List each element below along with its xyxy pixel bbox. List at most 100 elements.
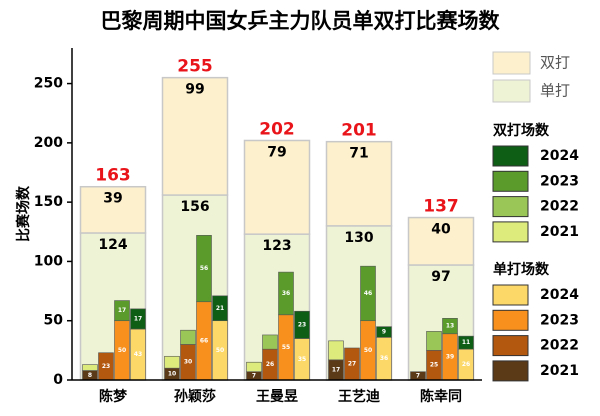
bar-label: 11 [462,339,470,346]
doubles-bar [376,326,392,338]
bar-label: 26 [462,361,470,368]
doubles-bar [262,334,278,350]
doubles-bar [82,364,98,371]
legend-swatch [492,145,529,167]
bar-label: 50 [364,347,372,354]
total-label: 255 [177,57,213,77]
segment-label: 97 [431,269,450,285]
bar-label: 35 [298,356,306,363]
bar-label: 10 [168,371,176,378]
bar-label: 39 [446,353,454,360]
bar-label: 30 [184,359,192,366]
doubles-bar [426,331,442,351]
x-tick-label: 陈幸同 [420,388,462,405]
bar-label: 8 [88,372,92,379]
total-label: 137 [423,197,459,217]
bar-label: 23 [298,321,306,328]
y-tick-label: 200 [34,135,63,151]
legend-swatch [492,284,529,306]
y-tick-label: 50 [44,313,64,329]
doubles-bar [442,318,458,335]
total-label: 202 [259,119,295,139]
total-segment [407,216,475,266]
x-tick-label: 陈梦 [99,388,128,405]
segment-label: 39 [103,191,122,207]
legend-swatch [492,335,529,357]
bar-label: 43 [134,351,142,358]
doubles-bar [164,355,180,369]
bar-label: 17 [332,366,340,373]
bar-label: 9 [382,328,386,335]
y-tick-label: 0 [53,372,63,388]
segment-label: 99 [185,82,204,98]
x-tick-label: 王艺迪 [338,388,380,405]
legend-swatch [492,196,529,218]
bar-label: 7 [252,372,256,379]
y-tick-label: 250 [34,76,63,92]
segment-label: 79 [267,144,286,160]
legend-swatch [492,170,529,192]
bar-label: 26 [266,361,274,368]
bar-label: 56 [200,265,208,272]
segment-label: 124 [98,237,127,253]
legend-label: 2021 [540,224,579,240]
doubles-bar [180,329,196,345]
segment-label: 130 [344,230,373,246]
bar-label: 17 [134,315,142,322]
x-tick-label: 孙颖莎 [174,388,216,405]
bar-label: 50 [216,347,224,354]
doubles-bar [278,271,294,316]
doubles-bar [212,295,228,322]
total-segment [325,140,393,227]
bar-label: 13 [446,323,454,330]
bar-label: 27 [348,360,356,367]
bar-label: 66 [200,337,208,344]
legend-title: 双打场数 [493,122,550,139]
y-tick-label: 150 [34,194,63,210]
segment-label: 71 [349,146,368,162]
legend-label: 2021 [540,363,579,379]
legend-title: 单打场数 [493,261,550,278]
segment-label: 156 [180,199,209,215]
doubles-bar [130,308,146,330]
doubles-bar [246,361,262,373]
legend-label: 2022 [540,338,579,354]
total-segment [243,139,311,235]
legend-swatch [492,51,531,75]
legend-swatch [492,309,529,331]
legend-label: 2023 [540,173,579,189]
legend-label: 双打 [540,54,570,72]
doubles-bar [114,300,130,322]
segment-label: 123 [262,238,291,254]
legend-label: 2024 [540,287,579,303]
legend-label: 2023 [540,312,579,328]
doubles-bar [458,335,474,350]
bar-label: 23 [102,363,110,370]
y-tick-label: 100 [34,253,63,269]
segment-label: 40 [431,222,451,238]
bar-label: 17 [118,307,126,314]
legend-swatch [492,221,529,243]
legend-swatch [492,79,531,103]
total-segment [79,185,147,234]
legend-label: 2022 [540,199,579,215]
legend-label: 单打 [540,82,570,100]
doubles-bar [360,265,376,322]
bar-label: 50 [118,347,126,354]
doubles-bar [294,310,310,339]
bar-label: 36 [282,290,290,297]
legend-swatch [492,360,529,382]
bar-label: 7 [416,372,420,379]
chart-title: 巴黎周期中国女乒主力队员单双打比赛场数 [101,9,501,33]
bar-label: 55 [282,344,290,351]
x-tick-label: 王曼昱 [256,389,298,405]
doubles-bar [328,340,344,361]
total-label: 201 [341,121,377,141]
legend-label: 2024 [540,148,579,164]
total-segment [161,76,229,196]
y-axis-label: 比赛场数 [15,185,32,242]
bar-label: 46 [364,290,372,297]
bar-label: 25 [430,362,438,369]
bar-label: 36 [380,355,388,362]
